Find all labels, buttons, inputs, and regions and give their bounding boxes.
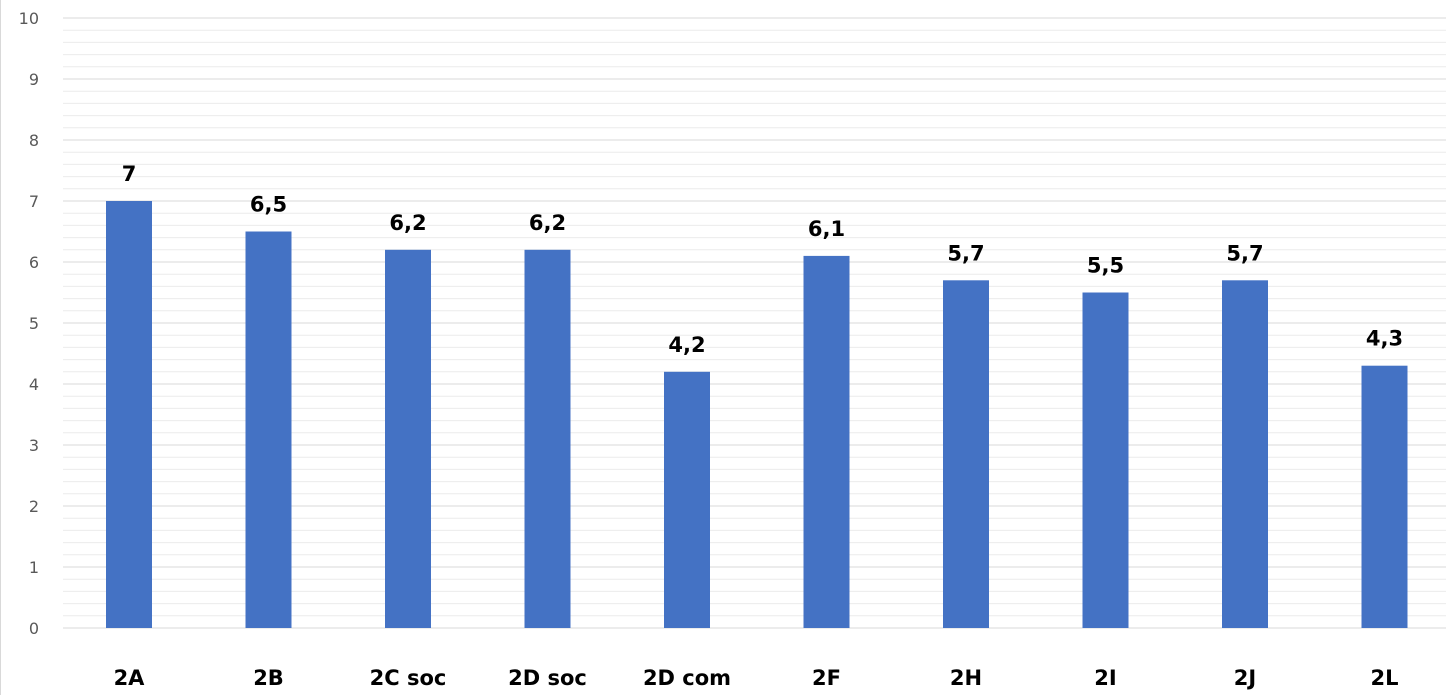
x-tick-label: 2L: [1371, 666, 1399, 690]
data-label: 6,5: [250, 193, 287, 217]
data-labels: 7 6,5 6,2 6,2 4,2 6,1 5,7 5,5 5,7 4,3: [122, 162, 1403, 357]
y-tick-label: 6: [29, 253, 39, 272]
x-tick-label: 2J: [1234, 666, 1256, 690]
bar: [1222, 280, 1268, 628]
y-tick-label: 10: [19, 9, 39, 28]
x-tick-label: 2C soc: [370, 666, 447, 690]
y-tick-label: 9: [29, 70, 39, 89]
data-label: 5,7: [1226, 241, 1263, 265]
y-axis: 0 1 2 3 4 5 6 7 8 9 10: [19, 9, 39, 638]
x-tick-label: 2F: [812, 666, 841, 690]
x-tick-label: 2H: [950, 666, 982, 690]
gridlines: [63, 17, 1446, 629]
x-axis: 2A 2B 2C soc 2D soc 2D com 2F 2H 2I 2J 2L: [114, 666, 1399, 690]
bar: [943, 280, 989, 628]
x-tick-label: 2B: [253, 666, 284, 690]
bar: [385, 249, 431, 629]
bar: [803, 255, 850, 628]
data-label: 5,7: [947, 241, 984, 265]
data-label: 6,2: [529, 211, 566, 235]
bar: [1361, 365, 1408, 628]
y-tick-label: 3: [29, 436, 39, 455]
bar: [245, 231, 292, 628]
y-tick-label: 4: [29, 375, 39, 394]
y-tick-label: 8: [29, 131, 39, 150]
x-tick-label: 2I: [1094, 666, 1116, 690]
data-label: 6,2: [389, 211, 426, 235]
data-label: 4,2: [668, 333, 705, 357]
y-tick-label: 2: [29, 497, 39, 516]
data-label: 6,1: [808, 217, 845, 241]
data-label: 4,3: [1366, 327, 1403, 351]
bar: [1082, 292, 1129, 628]
data-label: 7: [122, 162, 137, 186]
bar: [106, 201, 152, 628]
bar: [524, 249, 571, 629]
y-tick-label: 7: [29, 192, 39, 211]
bar: [664, 371, 710, 628]
x-tick-label: 2A: [114, 666, 146, 690]
x-tick-label: 2D com: [643, 666, 731, 690]
y-tick-label: 1: [29, 558, 39, 577]
bars: [106, 201, 1408, 629]
y-tick-label: 0: [29, 619, 39, 638]
x-tick-label: 2D soc: [508, 666, 587, 690]
y-tick-label: 5: [29, 314, 39, 333]
data-label: 5,5: [1087, 254, 1124, 278]
